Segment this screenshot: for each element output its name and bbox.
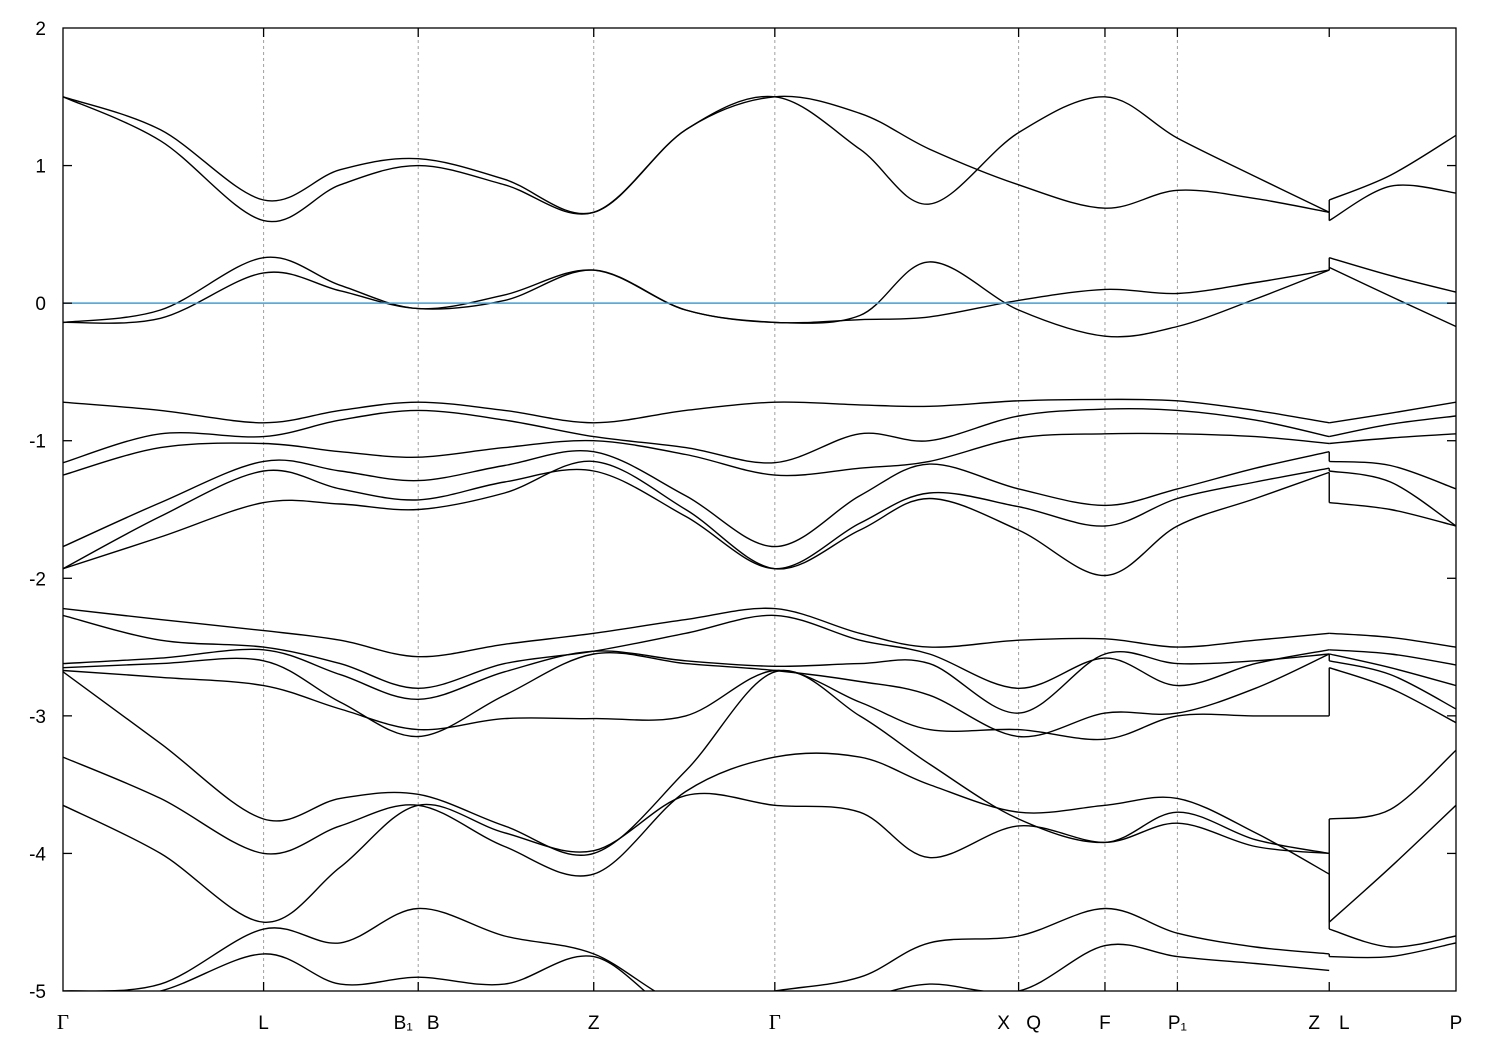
y-axis: -5 -4 -3 -2 -1 0 1 2	[29, 19, 1456, 1003]
x-tick-label: B	[427, 1013, 440, 1034]
band-line	[63, 651, 1330, 738]
band-line	[63, 467, 1330, 570]
band-line	[1329, 501, 1456, 527]
band-line	[63, 669, 1330, 856]
band-line	[63, 95, 1330, 223]
band-line	[1329, 433, 1456, 445]
band-line	[1328, 266, 1456, 328]
x-tick-label: Z	[588, 1013, 600, 1034]
band-line	[63, 752, 1330, 877]
band-line	[63, 432, 1330, 477]
band-line	[1328, 184, 1456, 222]
band-line	[1329, 415, 1456, 438]
band-line	[1329, 749, 1456, 820]
band-line	[63, 460, 1330, 577]
y-tick-label: -4	[29, 844, 46, 865]
band-line	[63, 450, 1330, 548]
band-line	[63, 95, 1330, 215]
band-line	[157, 943, 1330, 991]
x-tick-label: P	[1450, 1013, 1463, 1034]
band-line	[1329, 460, 1456, 490]
y-tick-label: 2	[35, 19, 46, 40]
x-tick-label: Q	[1026, 1013, 1041, 1034]
x-tick-label: Γ	[769, 1010, 781, 1034]
x-tick-label: X	[997, 1013, 1010, 1034]
y-tick-label: -5	[29, 982, 46, 1003]
band-line	[63, 256, 1330, 338]
band-line	[1328, 134, 1456, 201]
x-tick-label: Γ	[57, 1010, 69, 1034]
y-tick-label: -1	[29, 432, 46, 453]
x-tick-label: Z	[1308, 1013, 1320, 1034]
band-line	[1329, 660, 1456, 710]
band-line	[63, 614, 1330, 690]
band-line	[1329, 470, 1456, 527]
x-tick-label: L	[258, 1013, 269, 1034]
band-line	[63, 907, 1330, 991]
x-tick-label: L	[1339, 1013, 1350, 1034]
band-line	[63, 407, 1330, 464]
bands	[63, 95, 1456, 991]
band-line	[63, 792, 1330, 923]
band-line	[63, 607, 1330, 658]
band-line	[63, 269, 1330, 324]
band-line	[1329, 942, 1456, 959]
band-line	[1328, 667, 1456, 724]
band-line	[1329, 649, 1456, 666]
x-tick-label: B₁	[394, 1013, 413, 1034]
band-line	[1328, 804, 1456, 923]
x-axis: Γ L B₁ B Z Γ X Q F P₁ Z L P	[57, 28, 1462, 1034]
band-line	[1329, 401, 1456, 424]
band-line	[1329, 257, 1456, 293]
y-tick-label: 1	[35, 157, 46, 178]
x-tick-label: F	[1099, 1013, 1111, 1034]
y-tick-label: -2	[29, 569, 46, 590]
band-line	[63, 669, 1330, 741]
y-tick-label: -3	[29, 707, 46, 728]
y-tick-label: 0	[35, 294, 46, 315]
band-line	[63, 398, 1330, 424]
band-line	[1329, 632, 1456, 648]
band-line	[63, 648, 1330, 714]
plot-frame	[62, 27, 1457, 992]
band-line	[1329, 653, 1456, 687]
band-line	[1329, 928, 1456, 948]
x-tick-label: P₁	[1168, 1013, 1187, 1034]
